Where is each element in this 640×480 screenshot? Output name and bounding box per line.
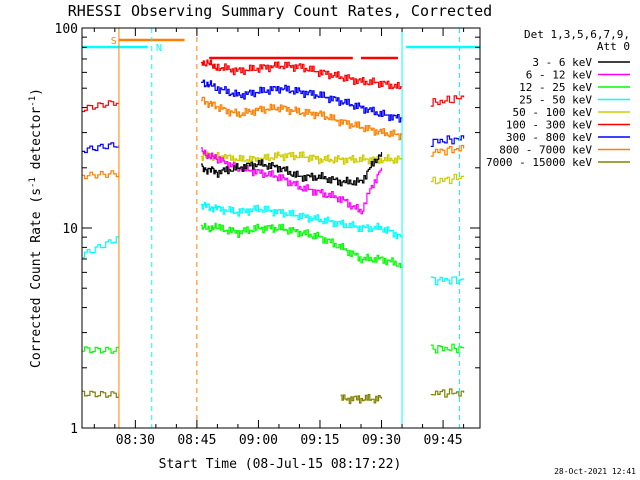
- legend-entry-label: 12 - 25 keV: [519, 81, 592, 94]
- y-tick-label: 10: [62, 222, 78, 237]
- series-segment: [82, 142, 120, 154]
- series-12-25-keV-line: [82, 222, 465, 354]
- series-segment: [201, 79, 403, 123]
- y-tick-label: 100: [55, 22, 78, 37]
- series-50-100-keV-line: [201, 151, 465, 185]
- y-label-exp1: -1: [28, 177, 38, 188]
- y-axis-label: Corrected Count Rate (s-1 detector-1): [28, 88, 44, 368]
- series-segment: [201, 152, 383, 187]
- x-tick-label: 09:00: [239, 433, 278, 448]
- series-3-6-keV-line: [201, 152, 383, 187]
- x-tick-label: 09:30: [362, 433, 401, 448]
- series-800-7000-keV-line: [82, 96, 465, 180]
- x-tick-label: 08:45: [177, 433, 216, 448]
- series-segment: [430, 388, 465, 398]
- series-segment: [201, 59, 403, 90]
- y-tick-label: 1: [70, 422, 78, 437]
- series-300-800-keV-line: [82, 79, 465, 154]
- legend-entry-label: 50 - 100 keV: [513, 106, 593, 119]
- x-axis-label: Start Time (08-Jul-15 08:17:22): [159, 457, 402, 472]
- legend-entry-label: 3 - 6 keV: [532, 56, 592, 69]
- series-segment: [201, 151, 403, 165]
- series-segment: [201, 96, 403, 141]
- y-label-exp2: -1: [28, 96, 38, 107]
- chart-title: RHESSI Observing Summary Count Rates, Co…: [68, 2, 492, 20]
- series-segment: [82, 170, 120, 180]
- y-label-main: Corrected Count Rate (s: [29, 188, 44, 368]
- series-segment: [82, 100, 120, 113]
- legend-header-line2: Att 0: [597, 40, 630, 53]
- legend-entry-label: 7000 - 15000 keV: [486, 156, 592, 169]
- series-segment: [430, 144, 465, 157]
- y-label-mid: detector: [29, 107, 44, 178]
- x-tick-label: 09:45: [424, 433, 463, 448]
- x-tick-label: 09:15: [300, 433, 339, 448]
- legend-header-line1: Det 1,3,5,6,7,9,: [524, 28, 630, 41]
- generation-timestamp: 28-Oct-2021 12:41: [554, 467, 636, 476]
- x-tick-label: 08:30: [116, 433, 155, 448]
- series-segment: [430, 95, 465, 107]
- series-segment: [430, 343, 465, 354]
- series-segment: [430, 173, 465, 185]
- axes-layer: 08:30 08:45 09:00 09:15 09:30 09:45 1 10 100: [55, 22, 480, 448]
- series-segment: [82, 346, 120, 354]
- series-segment: [201, 222, 403, 269]
- legend-entry-label: 100 - 300 keV: [506, 119, 592, 132]
- series-100-300-keV-line: [82, 59, 465, 113]
- legend-entry-label: 300 - 800 keV: [506, 131, 592, 144]
- saa-start-label: S: [111, 36, 117, 47]
- series-segment: [430, 276, 465, 286]
- series-segment: [201, 201, 403, 240]
- legend-entry-label: 800 - 7000 keV: [499, 144, 592, 157]
- series-segment: [340, 394, 383, 405]
- series-layer: [82, 59, 465, 405]
- series-7000-15000-keV-line: [82, 388, 465, 405]
- series-segment: [82, 390, 120, 398]
- legend-entry-label: 25 - 50 keV: [519, 94, 592, 107]
- legend-entry-label: 6 - 12 keV: [526, 69, 593, 82]
- y-label-end: ): [29, 88, 44, 96]
- night-start-label: N: [156, 43, 162, 54]
- series-segment: [82, 236, 120, 259]
- series-25-50-keV-line: [82, 201, 465, 286]
- flags-layer: SN: [82, 28, 480, 428]
- series-segment: [430, 135, 465, 147]
